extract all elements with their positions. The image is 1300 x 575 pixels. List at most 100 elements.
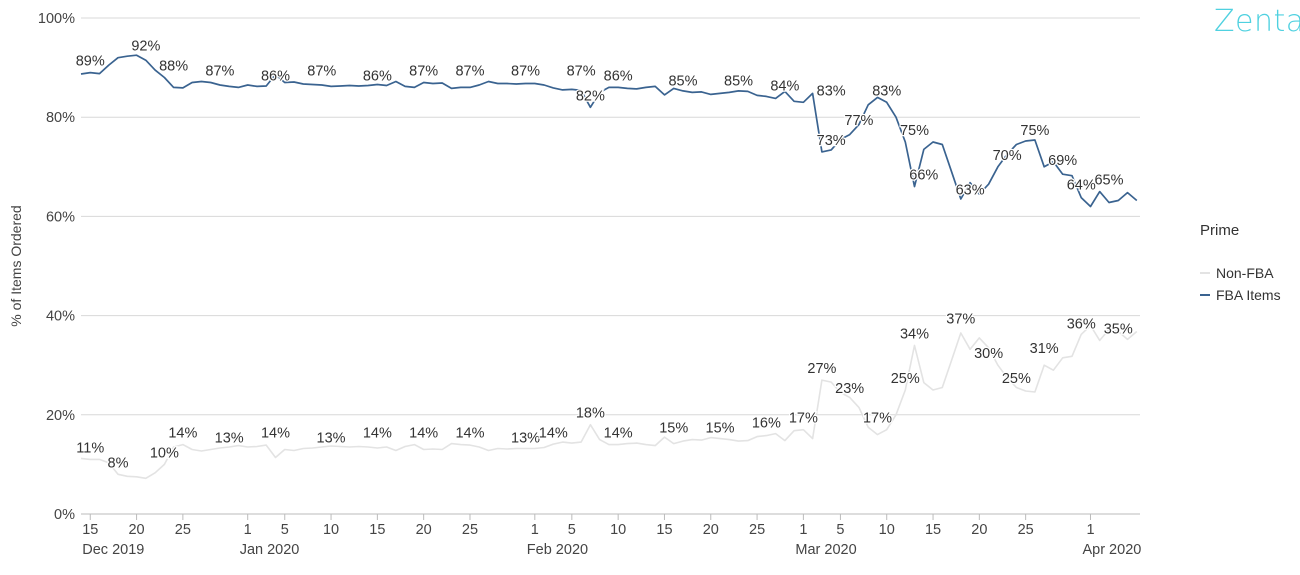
x-tick-label: 25 — [462, 522, 478, 538]
data-label: 75% — [900, 123, 929, 139]
data-label: 13% — [215, 431, 244, 447]
y-tick-label: 20% — [46, 408, 75, 424]
data-label: 83% — [817, 83, 846, 99]
data-label: 27% — [807, 361, 836, 377]
data-label: 89% — [76, 54, 105, 70]
data-label: 17% — [789, 411, 818, 427]
data-label: 14% — [455, 426, 484, 442]
legend-swatch-non-fba — [1200, 272, 1210, 274]
data-label: 10% — [150, 445, 179, 461]
y-axis-title: % of Items Ordered — [8, 205, 24, 326]
brand-logo: Zentail — [1214, 4, 1300, 39]
data-label: 86% — [604, 68, 633, 84]
data-label: 87% — [205, 63, 234, 79]
x-tick-label: 15 — [82, 522, 98, 538]
x-tick-label: 20 — [703, 522, 719, 538]
legend-label-non-fba: Non-FBA — [1216, 265, 1274, 281]
data-label: 14% — [363, 426, 392, 442]
data-label: 14% — [409, 426, 438, 442]
data-label: 65% — [1094, 173, 1123, 189]
data-label: 87% — [409, 63, 438, 79]
data-label: 25% — [1002, 371, 1031, 387]
data-label: 16% — [752, 416, 781, 432]
y-tick-label: 40% — [46, 309, 75, 325]
data-label: 77% — [844, 113, 873, 129]
data-label: 82% — [576, 88, 605, 104]
data-label: 86% — [261, 68, 290, 84]
legend-swatch-fba-items — [1200, 294, 1210, 296]
legend-item-fba-items[interactable]: FBA Items — [1200, 284, 1281, 306]
y-tick-label: 0% — [54, 507, 75, 523]
data-label: 15% — [659, 421, 688, 437]
data-label: 14% — [168, 426, 197, 442]
data-label: 88% — [159, 59, 188, 75]
x-tick-label: 25 — [175, 522, 191, 538]
x-tick-label: 15 — [369, 522, 385, 538]
y-tick-label: 60% — [46, 209, 75, 225]
x-tick-label: 15 — [656, 522, 672, 538]
data-label: 63% — [956, 183, 985, 199]
x-tick-label: 5 — [281, 522, 289, 538]
legend: Prime Non-FBA FBA Items — [1200, 222, 1281, 306]
data-label: 75% — [1020, 123, 1049, 139]
x-tick-sublabel: Jan 2020 — [240, 542, 300, 558]
data-label: 23% — [835, 381, 864, 397]
data-label: 87% — [307, 63, 336, 79]
x-tick-label: 10 — [323, 522, 339, 538]
data-label: 85% — [724, 73, 753, 89]
data-label: 87% — [455, 63, 484, 79]
data-label: 92% — [131, 39, 160, 55]
x-tick-label: 1 — [244, 522, 252, 538]
x-tick-label: 5 — [568, 522, 576, 538]
data-label: 69% — [1048, 153, 1077, 169]
series-lines — [80, 54, 1138, 480]
data-label: 37% — [946, 311, 975, 327]
x-axis: 15 Dec 2019 20 25 1 Jan 2020 5 10 15 20 25 1 Feb 202… — [82, 514, 1141, 558]
data-label: 14% — [261, 426, 290, 442]
data-label: 13% — [511, 431, 540, 447]
series-line-fba-items — [80, 54, 1138, 208]
y-axis: 0% 20% 40% 60% 80% 100% — [38, 11, 75, 523]
legend-title: Prime — [1200, 222, 1240, 239]
x-tick-sublabel: Feb 2020 — [527, 542, 588, 558]
x-tick-label: 25 — [1018, 522, 1034, 538]
legend-label-fba-items: FBA Items — [1216, 287, 1281, 303]
data-label: 84% — [770, 78, 799, 94]
y-tick-label: 100% — [38, 11, 75, 27]
data-label: 73% — [817, 133, 846, 149]
data-label: 14% — [604, 426, 633, 442]
data-label: 17% — [863, 411, 892, 427]
x-tick-label: 10 — [610, 522, 626, 538]
data-label: 25% — [891, 371, 920, 387]
x-tick-sublabel: Mar 2020 — [795, 542, 856, 558]
x-tick-label: 20 — [416, 522, 432, 538]
data-label: 11% — [76, 440, 104, 456]
data-label: 66% — [909, 168, 938, 184]
x-tick-label: 10 — [879, 522, 895, 538]
data-label: 86% — [363, 68, 392, 84]
data-label: 8% — [108, 455, 129, 471]
data-label: 83% — [872, 83, 901, 99]
data-label: 34% — [900, 326, 929, 342]
data-label: 31% — [1030, 341, 1059, 357]
x-tick-label: 20 — [971, 522, 987, 538]
data-label: 14% — [539, 426, 568, 442]
series-line-non-fba — [80, 324, 1138, 480]
x-tick-label: 5 — [836, 522, 844, 538]
x-tick-label: 1 — [799, 522, 807, 538]
data-label: 18% — [576, 406, 605, 422]
grid-lines — [81, 17, 1140, 515]
data-label: 87% — [511, 63, 540, 79]
data-label: 15% — [706, 421, 735, 437]
y-tick-label: 80% — [46, 110, 75, 126]
x-tick-sublabel: Dec 2019 — [82, 542, 144, 558]
data-label: 36% — [1067, 316, 1096, 332]
x-tick-label: 20 — [128, 522, 144, 538]
x-tick-sublabel: Apr 2020 — [1082, 542, 1141, 558]
data-label: 87% — [567, 63, 596, 79]
data-label: 70% — [993, 148, 1022, 164]
data-label: 13% — [317, 431, 346, 447]
legend-item-non-fba[interactable]: Non-FBA — [1200, 262, 1281, 284]
x-tick-label: 15 — [925, 522, 941, 538]
